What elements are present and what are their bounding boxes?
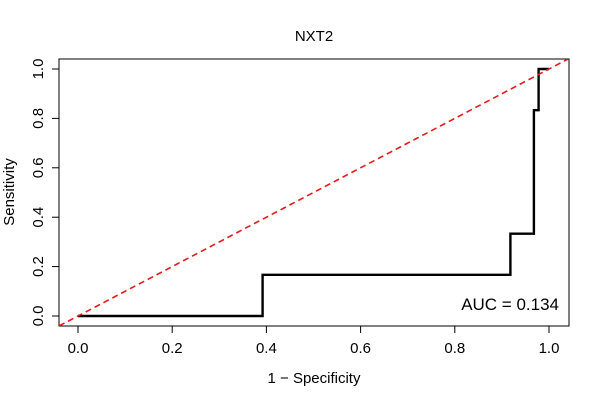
y-tick-label: 0.2 [30,256,47,277]
x-axis: 0.0 0.2 0.4 0.6 0.8 1.0 [68,325,560,357]
x-tick-label: 0.0 [68,340,89,357]
y-tick-label: 0.8 [30,108,47,129]
y-axis: 0.0 0.2 0.4 0.6 0.8 1.0 [30,59,60,327]
auc-annotation: AUC = 0.134 [461,295,559,314]
y-tick-label: 0.6 [30,157,47,178]
x-tick-label: 0.8 [444,340,465,357]
x-tick-label: 0.2 [162,340,183,357]
y-tick-label: 0.4 [30,207,47,228]
x-tick-label: 1.0 [539,340,560,357]
x-tick-label: 0.6 [350,340,371,357]
series-layer [59,59,569,326]
roc-curve [78,67,549,318]
chance-diagonal-line [59,59,569,326]
plot-frame [58,58,570,327]
y-axis-label: Sensitivity [1,158,18,226]
x-axis-label: 1 − Specificity [268,370,361,387]
y-tick-label: 0.0 [30,306,47,327]
y-tick-label: 1.0 [30,59,47,80]
x-tick-label: 0.4 [256,340,277,357]
chart-title: NXT2 [295,28,333,45]
